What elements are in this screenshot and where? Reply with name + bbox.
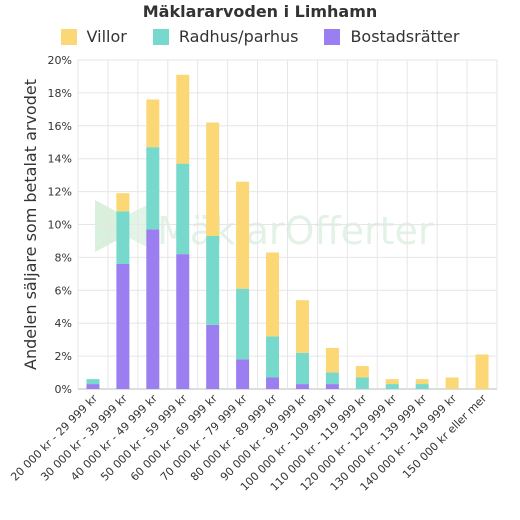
y-tick-label: 8% <box>55 251 72 264</box>
bar-segment-villor <box>176 74 190 164</box>
bar-segment-villor <box>266 252 280 337</box>
bar-segment-villor <box>325 347 339 373</box>
watermark-logo-right <box>125 204 149 248</box>
y-tick-label: 14% <box>48 153 72 166</box>
legend-item-villor[interactable]: Villor <box>60 27 127 46</box>
y-tick-label: 16% <box>48 120 72 133</box>
legend-swatch-villor <box>60 28 77 45</box>
bar-segment-radhus-parhus <box>146 147 160 230</box>
bar-segment-villor <box>475 354 489 389</box>
bar-segment-radhus-parhus <box>325 372 339 385</box>
bar-segment-bostadsr-tter <box>325 384 339 389</box>
y-tick-label: 12% <box>48 186 72 199</box>
bar-segment-villor <box>415 379 429 385</box>
bar-segment-radhus-parhus <box>176 163 190 255</box>
bar-segment-radhus-parhus <box>86 379 100 385</box>
bar-segment-bostadsr-tter <box>116 263 130 389</box>
bar-segment-radhus-parhus <box>295 352 309 385</box>
y-tick-label: 4% <box>55 317 72 330</box>
legend-label-radhus-parhus: Radhus/parhus <box>178 27 299 46</box>
chart-legend: Villor Radhus/parhus Bostadsrätter <box>0 27 520 46</box>
y-axis-title: Andelen säljare som betalat arvodet <box>21 79 40 370</box>
bar-segment-bostadsr-tter <box>295 384 309 389</box>
bar-segment-radhus-parhus <box>266 336 280 378</box>
bar-segment-villor <box>206 122 220 237</box>
bar-segment-bostadsr-tter <box>206 324 220 389</box>
legend-label-bostadsratter: Bostadsrätter <box>350 27 460 46</box>
bar-segment-radhus-parhus <box>236 288 250 360</box>
bar-segment-villor <box>236 181 250 289</box>
bar-segment-villor <box>295 300 309 353</box>
legend-swatch-bostadsratter <box>324 28 341 45</box>
y-tick-label: 0% <box>55 383 72 396</box>
bar-segment-bostadsr-tter <box>176 254 190 389</box>
bar-segment-radhus-parhus <box>355 377 369 389</box>
bar-segment-radhus-parhus <box>415 384 429 389</box>
legend-item-bostadsratter[interactable]: Bostadsrätter <box>324 27 459 46</box>
legend-item-radhus-parhus[interactable]: Radhus/parhus <box>152 27 299 46</box>
bar-segment-villor <box>385 379 399 385</box>
bar-segment-radhus-parhus <box>206 236 220 325</box>
y-tick-label: 6% <box>55 284 72 297</box>
bar-segment-bostadsr-tter <box>236 359 250 389</box>
bar-segment-villor <box>355 365 369 378</box>
bar-segment-bostadsr-tter <box>266 377 280 389</box>
bar-segment-radhus-parhus <box>116 211 130 264</box>
bar-segment-radhus-parhus <box>385 384 399 389</box>
bar-segment-bostadsr-tter <box>86 384 100 389</box>
y-tick-label: 10% <box>48 219 72 232</box>
bar-segment-bostadsr-tter <box>146 229 160 389</box>
bar-segment-villor <box>146 99 160 148</box>
y-tick-label: 18% <box>48 87 72 100</box>
y-tick-label: 2% <box>55 350 72 363</box>
watermark-text: MäklarOfferter <box>157 209 434 253</box>
bar-segment-villor <box>116 193 130 212</box>
y-tick-label: 20% <box>48 54 72 67</box>
legend-label-villor: Villor <box>86 27 127 46</box>
bar-segment-villor <box>445 377 459 389</box>
chart-title: Mäklararvoden i Limhamn <box>142 2 378 21</box>
legend-swatch-radhus-parhus <box>152 28 169 45</box>
